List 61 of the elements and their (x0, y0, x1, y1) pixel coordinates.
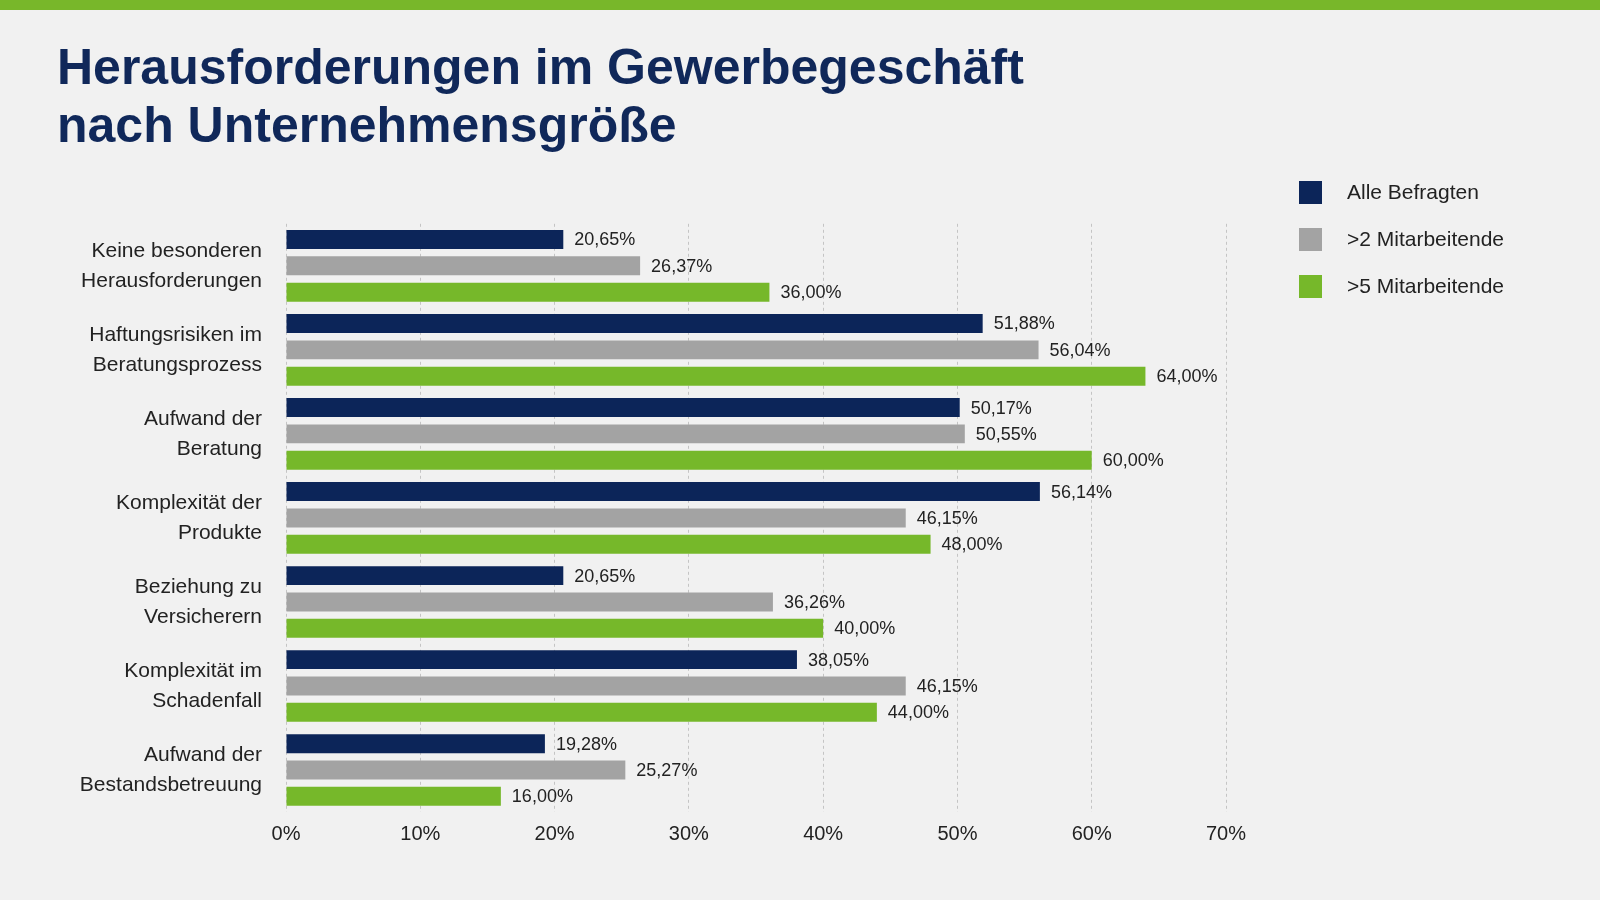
x-tick-label: 30% (668, 821, 710, 844)
legend-label: >2 Mitarbeitende (1347, 227, 1505, 251)
legend-label: >5 Mitarbeitende (1347, 274, 1505, 298)
x-tick-label: 0% (271, 821, 301, 844)
y-tick-label: Komplexität im Schadenfall (124, 657, 262, 711)
x-tick-label: 60% (1071, 821, 1112, 844)
data-label: 20,65% (574, 229, 636, 250)
data-label: 46,15% (916, 507, 978, 528)
x-tick-label: 70% (1205, 821, 1247, 844)
y-tick-label: Aufwand der Beratung (144, 405, 262, 459)
y-tick-label: Keine besonderen Herausforderungen (81, 237, 262, 291)
bar (286, 230, 564, 249)
bar (286, 340, 1039, 360)
bar (286, 650, 797, 670)
bar (286, 314, 983, 334)
data-label: 26,37% (651, 255, 713, 276)
bar (286, 592, 773, 612)
bar (286, 702, 877, 722)
data-label: 50,17% (970, 397, 1032, 418)
data-label: 50,55% (975, 423, 1037, 444)
y-tick-label: Aufwand der Bestandsbetreuung (79, 741, 262, 795)
data-label: 36,26% (783, 591, 845, 612)
data-label: 64,00% (1156, 366, 1218, 387)
bar (286, 282, 770, 302)
data-label: 51,88% (993, 313, 1055, 334)
bar (286, 398, 960, 418)
bar (286, 786, 501, 806)
bar (286, 256, 641, 276)
bar (286, 534, 931, 554)
x-tick-label: 50% (937, 821, 978, 844)
x-tick-label: 20% (534, 821, 575, 844)
data-label: 16,00% (511, 786, 573, 807)
bar (286, 676, 906, 696)
bar (286, 618, 824, 638)
y-tick-label: Beziehung zu Versicherern (134, 573, 262, 627)
data-label: 48,00% (941, 534, 1003, 555)
data-label: 36,00% (780, 282, 842, 303)
bar (286, 424, 965, 444)
data-label: 60,00% (1102, 450, 1164, 471)
data-label: 40,00% (834, 618, 896, 639)
chart-title: Herausforderungen im Gewerbegeschäft nach Unternehmensgröße (57, 38, 1025, 154)
data-label: 56,04% (1049, 339, 1111, 360)
bar (286, 760, 626, 780)
bar (286, 482, 1040, 502)
x-tick-label: 10% (400, 821, 441, 844)
data-label: 38,05% (807, 649, 870, 670)
x-tick-label: 40% (803, 821, 844, 844)
data-label: 44,00% (887, 702, 949, 723)
data-label: 20,65% (574, 565, 636, 586)
bar (286, 734, 545, 754)
data-label: 56,14% (1050, 481, 1112, 502)
data-label: 46,15% (916, 675, 978, 696)
y-tick-label: Komplexität der Produkte (116, 489, 262, 543)
bar (286, 450, 1092, 470)
bar (286, 366, 1146, 386)
data-label: 25,27% (636, 759, 698, 780)
bar (286, 566, 564, 586)
legend-label: Alle Befragten (1347, 180, 1479, 204)
bar (286, 508, 906, 528)
data-label: 19,28% (555, 733, 617, 754)
y-tick-label: Haftungsrisiken im Beratungsprozess (89, 321, 262, 375)
